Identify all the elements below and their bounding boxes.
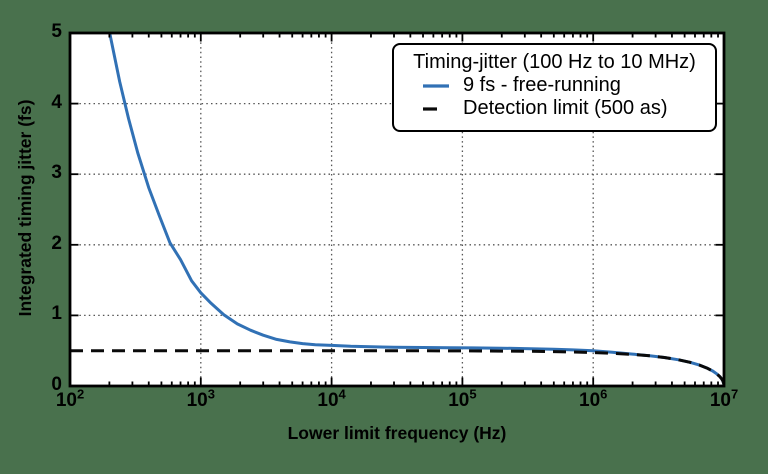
- y-tick-label: 3: [51, 162, 62, 184]
- legend-label-free-running: 9 fs - free-running: [463, 74, 621, 96]
- x-tick-label: 106: [579, 386, 608, 411]
- legend-title: Timing-jitter (100 Hz to 10 MHz): [413, 51, 696, 73]
- dashed-line-sample-icon: [423, 106, 449, 111]
- y-tick-label: 2: [51, 232, 62, 254]
- legend: Timing-jitter (100 Hz to 10 MHz) 9 fs - …: [392, 43, 717, 132]
- x-axis-title: Lower limit frequency (Hz): [287, 423, 507, 443]
- legend-label-detection-limit: Detection limit (500 as): [463, 97, 668, 119]
- solid-line-sample-icon: [423, 83, 449, 88]
- y-axis-title: Integrated timing jitter (fs): [15, 99, 35, 317]
- y-tick-label: 0: [51, 374, 62, 395]
- x-tick-label: 102: [55, 386, 85, 411]
- series-detection-limit-line: [70, 349, 724, 386]
- x-tick-label: 107: [709, 386, 739, 411]
- legend-entry-free-running: 9 fs - free-running: [394, 74, 715, 97]
- x-tick-label: 105: [448, 386, 477, 411]
- plot-frame: [68, 31, 726, 388]
- y-tick-label: 5: [51, 21, 62, 42]
- x-tick-label: 103: [186, 386, 215, 411]
- x-tick-label: 104: [317, 386, 346, 411]
- y-tick-label: 1: [51, 303, 62, 325]
- series-lines: [70, 33, 724, 386]
- y-tick-label: 4: [51, 91, 62, 113]
- gridlines: [70, 33, 724, 386]
- legend-entry-detection-limit: Detection limit (500 as): [394, 97, 715, 120]
